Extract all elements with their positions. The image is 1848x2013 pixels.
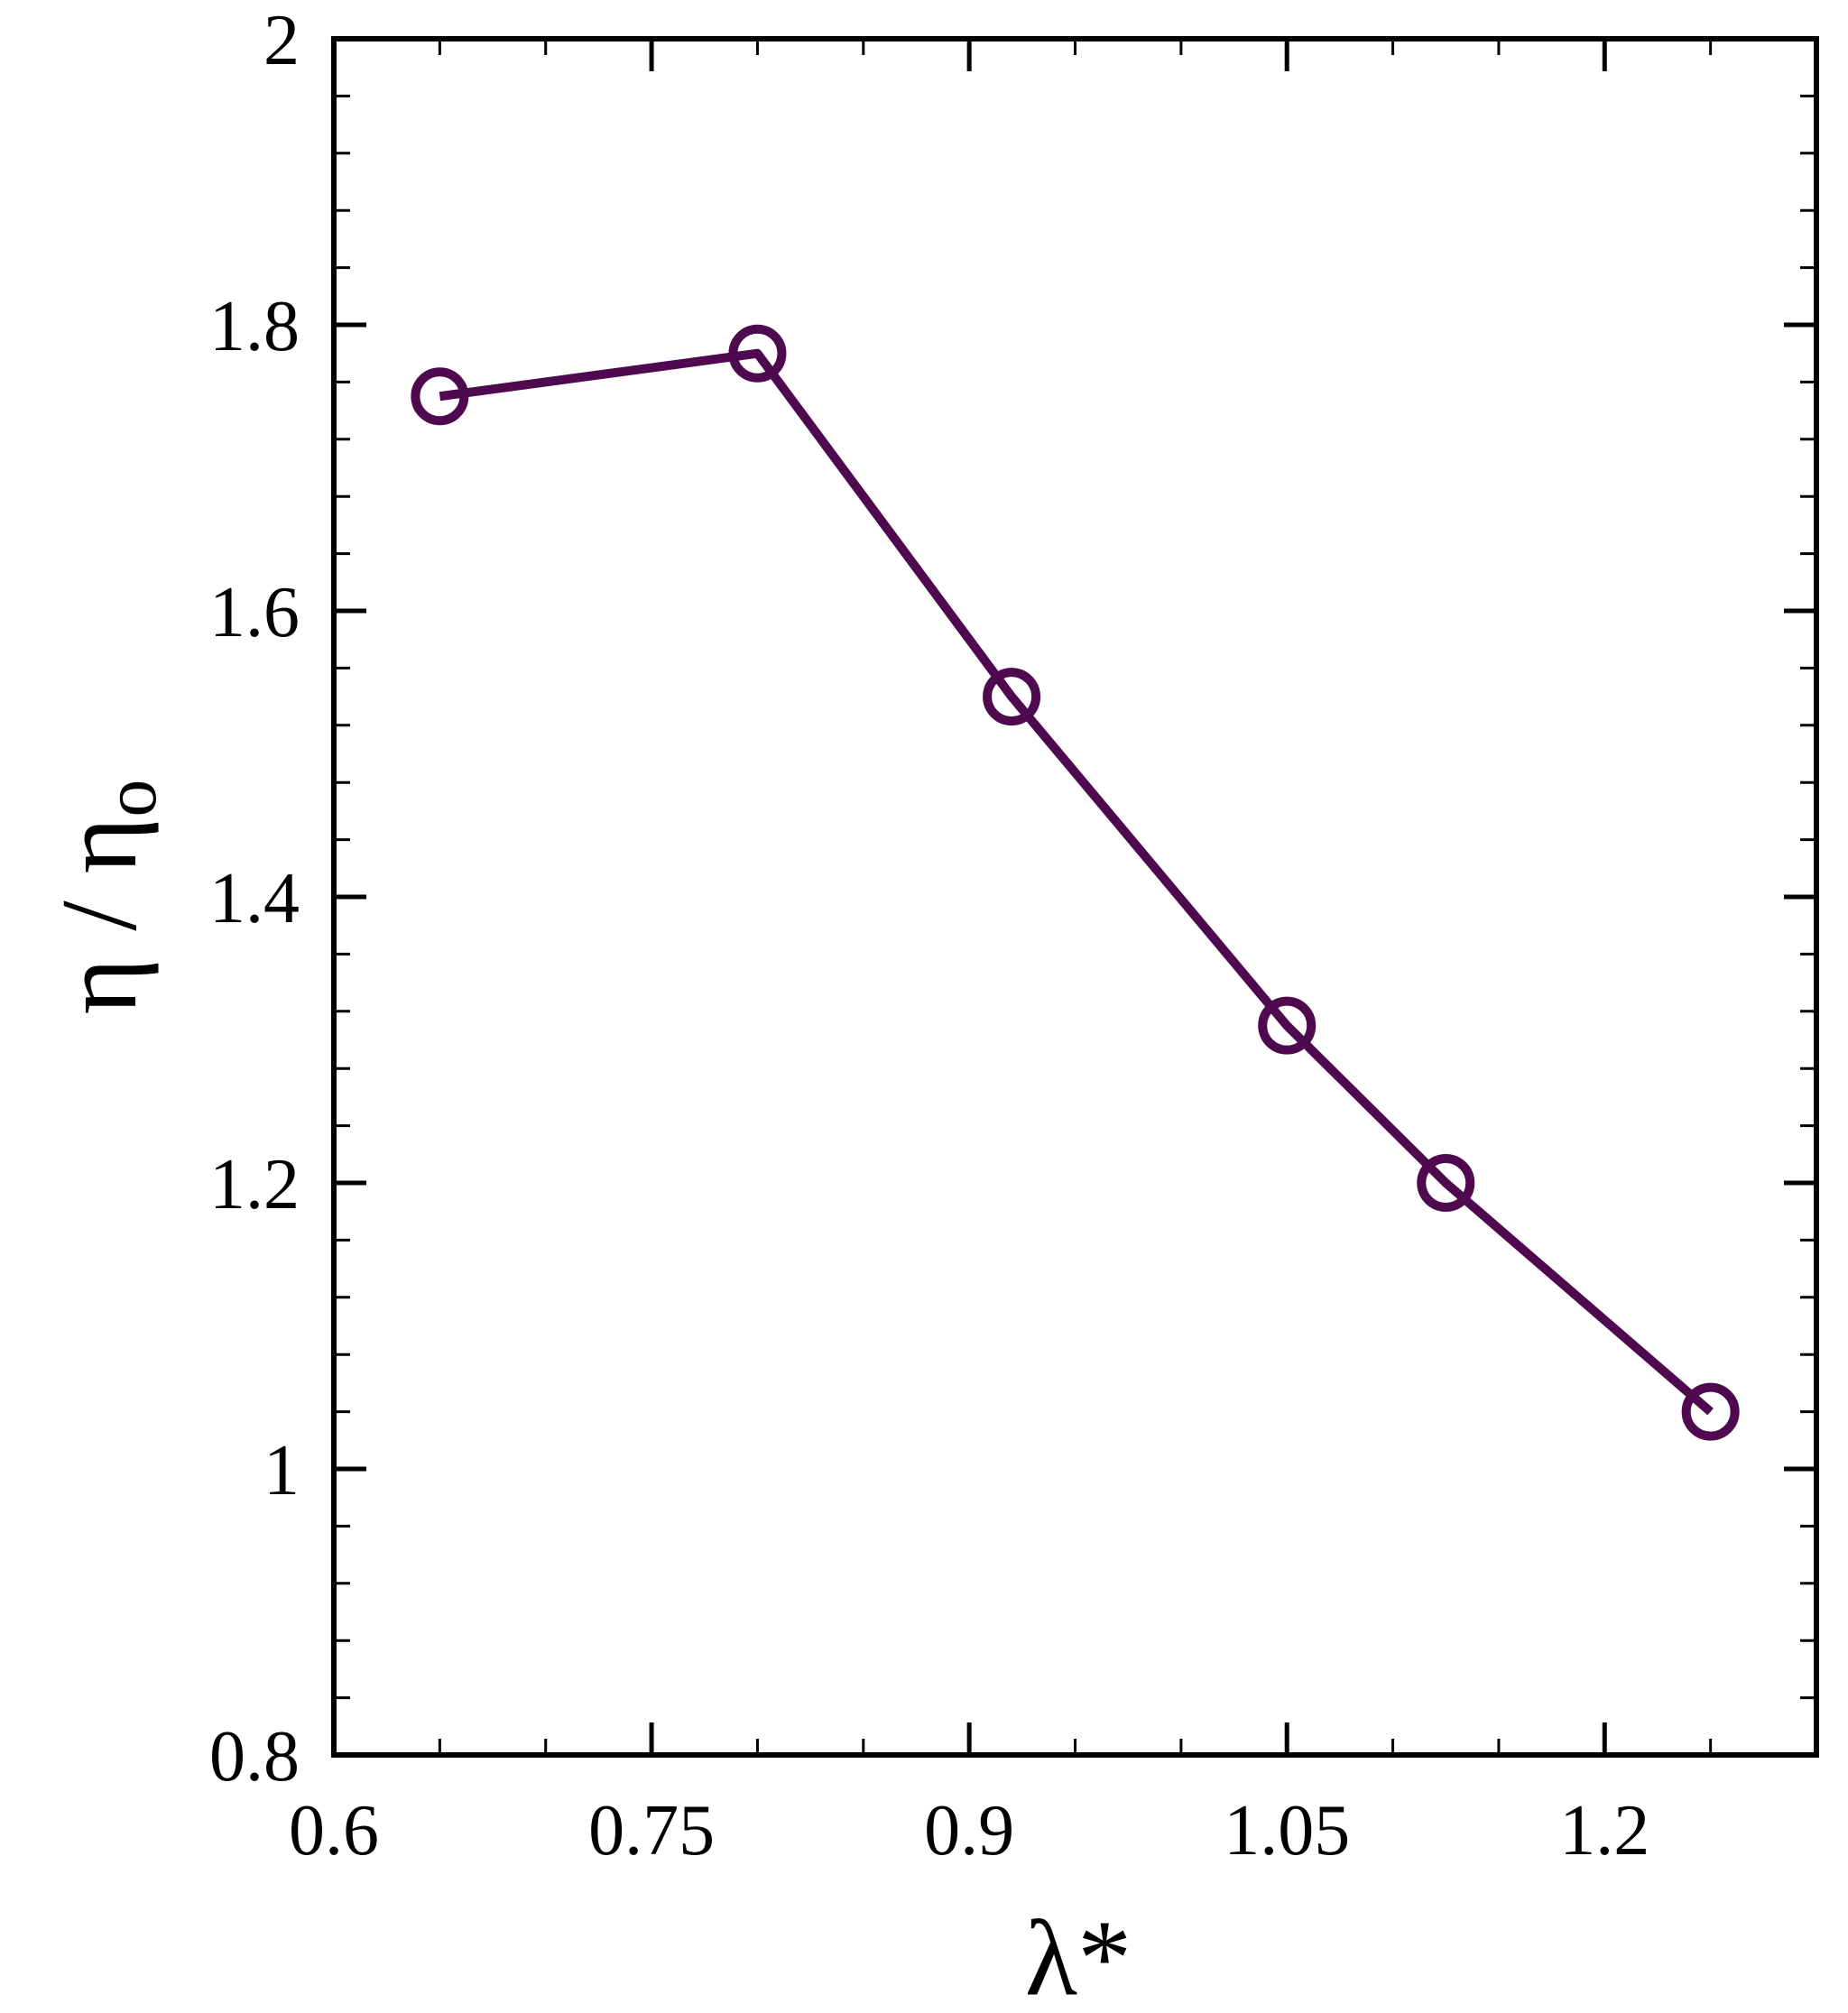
y-tick-label-2: 1.2 bbox=[209, 1145, 300, 1224]
data-point-0-3 bbox=[1258, 996, 1317, 1055]
y-tick-label-5: 1.8 bbox=[209, 287, 300, 366]
y-axis-label-main: η / η bbox=[39, 817, 159, 1015]
plot-frame bbox=[331, 36, 1819, 1758]
x-tick-labels: 0.6 0.75 0.9 1.05 1.2 bbox=[289, 1791, 1649, 1870]
data-point-0-5 bbox=[1681, 1382, 1740, 1441]
data-point-0-2 bbox=[983, 668, 1041, 726]
series-line-0 bbox=[439, 348, 1714, 1416]
x-tick-label-4: 1.2 bbox=[1559, 1791, 1649, 1870]
x-tick-label-0: 0.6 bbox=[289, 1791, 379, 1870]
data-point-0-0 bbox=[411, 367, 469, 426]
x-tick-label-2: 0.9 bbox=[924, 1791, 1014, 1870]
x-axis-label: λ* bbox=[1025, 1898, 1132, 2013]
x-tick-label-3: 1.05 bbox=[1224, 1791, 1350, 1870]
minor-ticks bbox=[334, 39, 1816, 1755]
data-point-0-1 bbox=[728, 324, 787, 383]
y-tick-label-6: 2 bbox=[263, 1, 300, 80]
y-tick-label-0: 0.8 bbox=[209, 1717, 300, 1796]
data-point-0-4 bbox=[1417, 1154, 1475, 1212]
x-tick-label-1: 0.75 bbox=[588, 1791, 715, 1870]
y-tick-label-3: 1.4 bbox=[209, 859, 300, 938]
y-axis-label: η / ηo bbox=[39, 780, 172, 1015]
y-tick-label-1: 1 bbox=[263, 1431, 300, 1510]
y-tick-label-4: 1.6 bbox=[209, 573, 300, 652]
series-layer bbox=[411, 324, 1740, 1441]
major-ticks bbox=[331, 36, 1816, 1758]
y-axis-label-subscript: o bbox=[88, 780, 172, 817]
y-tick-labels: 0.8 1 1.2 1.4 1.6 1.8 2 bbox=[209, 1, 300, 1796]
